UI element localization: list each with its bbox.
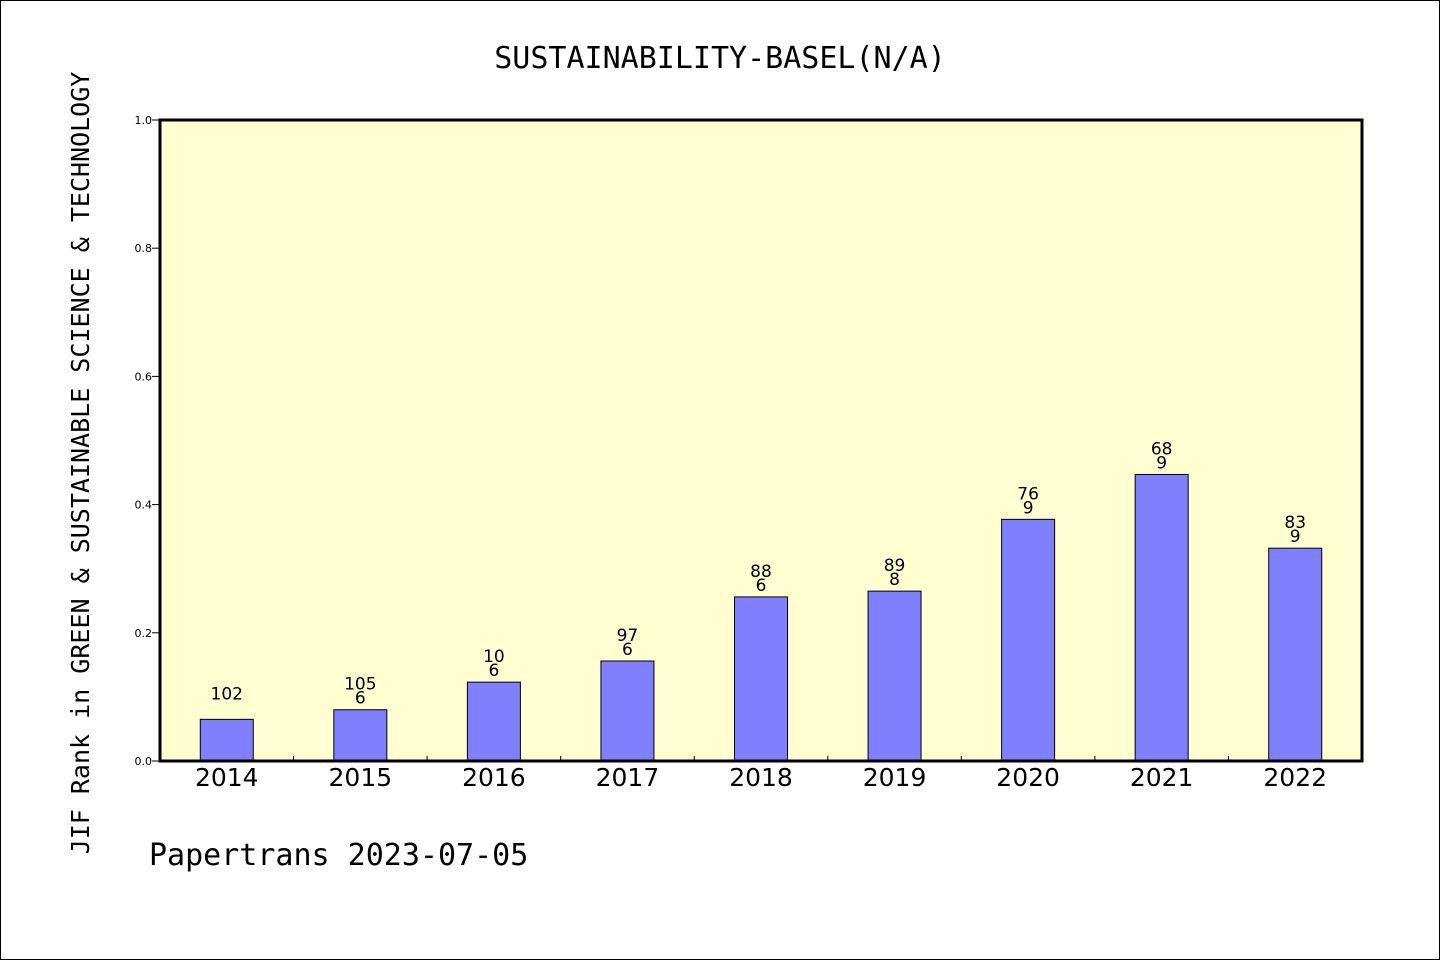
y-tick-label: 0.2 (135, 627, 153, 640)
x-tick-label: 2016 (462, 763, 526, 792)
bar-2019 (867, 590, 922, 762)
chart-title: SUSTAINABILITY-BASEL(N/A) (494, 41, 946, 76)
bar-2014 (199, 718, 254, 762)
y-axis-label: JIF Rank in GREEN & SUSTAINABLE SCIENCE … (66, 72, 95, 855)
plot-border (158, 118, 1364, 763)
bar-2021 (1134, 473, 1189, 762)
bar-2015 (333, 709, 388, 762)
data-label: 6 (355, 689, 366, 709)
data-label: 10 (483, 647, 505, 667)
bar-2018 (734, 596, 788, 762)
y-axis-ticks: 0.0 0.2 0.4 0.6 0.8 1.0 (135, 114, 160, 768)
data-label: 102 (211, 684, 243, 704)
data-label: 97 (617, 626, 639, 646)
bar-2016 (466, 681, 521, 762)
footer-credit: Papertrans 2023-07-05 (149, 838, 528, 873)
data-label: 6 (756, 576, 767, 596)
y-tick-label: 0.4 (135, 499, 153, 512)
data-label: 6 (488, 661, 499, 681)
y-tick-label: 0.8 (135, 242, 153, 255)
x-tick-label: 2020 (996, 763, 1060, 792)
bar-series (199, 473, 1323, 762)
x-tick-label: 2019 (863, 763, 927, 792)
y-tick-label: 0.6 (135, 370, 153, 383)
x-axis-ticks: 2014 2015 2016 2017 2018 2019 2020 2021 2022 (195, 756, 1327, 792)
x-tick-label: 2015 (329, 763, 393, 792)
data-label: 9 (1156, 453, 1167, 473)
data-label: 6 (622, 640, 633, 660)
data-label: 105 (344, 675, 376, 695)
bar-2017 (600, 660, 655, 762)
data-label: 89 (884, 556, 906, 576)
data-label: 83 (1284, 513, 1306, 533)
data-label: 76 (1017, 484, 1039, 504)
bar-2020 (1001, 518, 1056, 762)
data-label: 88 (750, 562, 772, 582)
x-tick-label: 2022 (1263, 763, 1327, 792)
data-label: 8 (889, 570, 900, 590)
x-tick-label: 2014 (195, 763, 259, 792)
data-label: 9 (1023, 498, 1034, 518)
x-tick-label: 2018 (729, 763, 793, 792)
x-tick-label: 2021 (1130, 763, 1194, 792)
y-tick-label: 0.0 (135, 755, 153, 768)
data-label: 68 (1151, 439, 1173, 459)
bar-2022 (1268, 547, 1323, 762)
x-tick-label: 2017 (596, 763, 660, 792)
y-tick-label: 1.0 (135, 114, 153, 127)
data-label: 9 (1290, 527, 1301, 547)
